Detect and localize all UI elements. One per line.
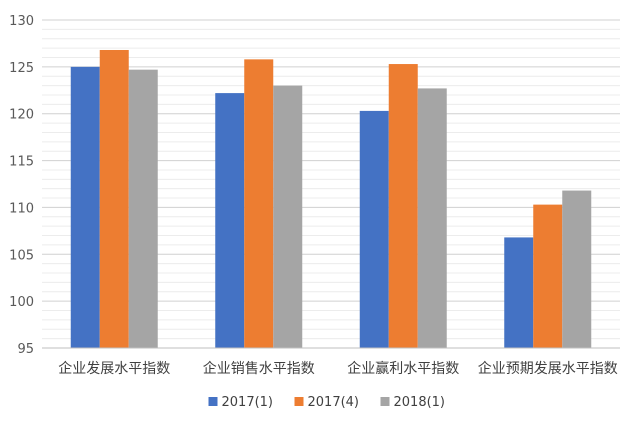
y-tick-label: 95 <box>17 342 34 357</box>
x-category-label: 企业发展水平指数 <box>58 360 170 377</box>
bar-2017(4) <box>533 204 563 348</box>
y-tick-label: 125 <box>9 61 34 76</box>
legend-swatch <box>380 397 390 406</box>
bar-2017(1) <box>215 93 245 349</box>
bar-2017(4) <box>244 59 274 349</box>
bar-2018(1) <box>562 190 592 348</box>
y-tick-label: 100 <box>9 295 34 310</box>
y-tick-label: 115 <box>9 155 34 170</box>
bar-2017(1) <box>359 110 389 348</box>
x-axis-labels: 企业发展水平指数 企业销售水平指数 企业赢利水平指数 企业预期发展水平指数 <box>58 360 618 377</box>
y-tick-label: 120 <box>9 108 34 123</box>
y-axis-ticks: 95 100 105 110 115 120 125 130 <box>9 14 34 357</box>
bar-2018(1) <box>417 88 447 348</box>
x-category-label: 企业预期发展水平指数 <box>478 360 618 377</box>
bar-2018(1) <box>273 85 303 348</box>
legend-swatch <box>208 397 218 406</box>
bar-2018(1) <box>128 69 158 348</box>
bars <box>70 49 592 349</box>
legend-label: 2017(1) <box>222 395 274 410</box>
y-tick-label: 110 <box>9 201 34 216</box>
bar-2017(4) <box>99 49 129 348</box>
legend: 2017(1) 2017(4) 2018(1) <box>208 395 446 410</box>
legend-label: 2017(4) <box>308 395 360 410</box>
legend-label: 2018(1) <box>394 395 446 410</box>
bar-2017(1) <box>70 66 100 348</box>
y-tick-label: 105 <box>9 248 34 263</box>
y-tick-label: 130 <box>9 14 34 29</box>
x-category-label: 企业赢利水平指数 <box>347 360 459 377</box>
legend-swatch <box>294 397 304 406</box>
bar-2017(4) <box>388 64 418 348</box>
x-category-label: 企业销售水平指数 <box>203 360 315 377</box>
bar-2017(1) <box>504 237 534 348</box>
